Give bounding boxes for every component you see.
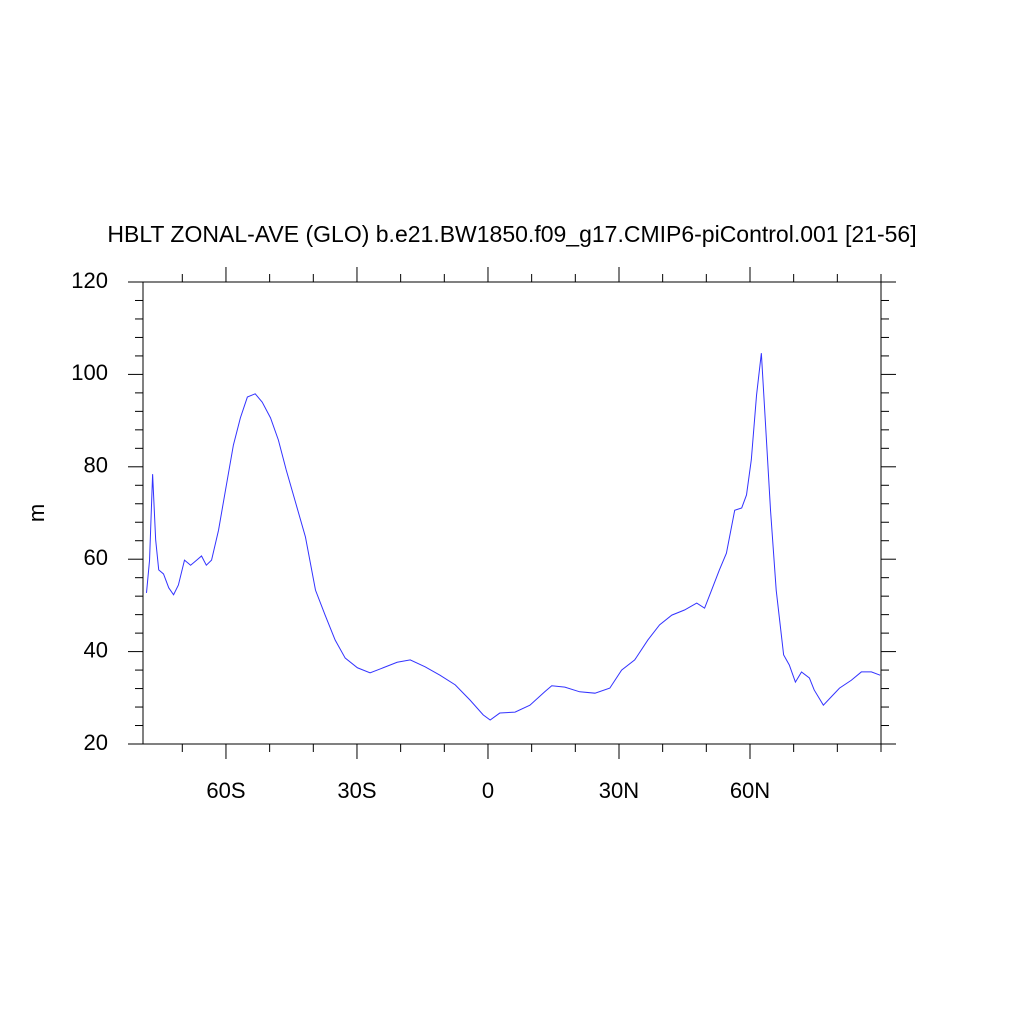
data-line xyxy=(145,353,881,721)
y-tick-label: 20 xyxy=(84,730,108,755)
chart-title: HBLT ZONAL-AVE (GLO) b.e21.BW1850.f09_g1… xyxy=(107,221,916,247)
y-tick-label: 100 xyxy=(71,360,108,385)
y-axis-label: m xyxy=(24,504,49,522)
x-tick-label: 30S xyxy=(337,778,376,803)
x-tick-label: 30N xyxy=(599,778,639,803)
y-tick-label: 60 xyxy=(84,545,108,570)
x-tick-label: 60N xyxy=(730,778,770,803)
x-tick-label: 60S xyxy=(206,778,245,803)
y-tick-label: 120 xyxy=(71,268,108,293)
x-tick-label: 0 xyxy=(482,778,494,803)
y-tick-label: 40 xyxy=(84,637,108,662)
y-tick-label: 80 xyxy=(84,453,108,478)
plot-frame xyxy=(142,281,882,745)
